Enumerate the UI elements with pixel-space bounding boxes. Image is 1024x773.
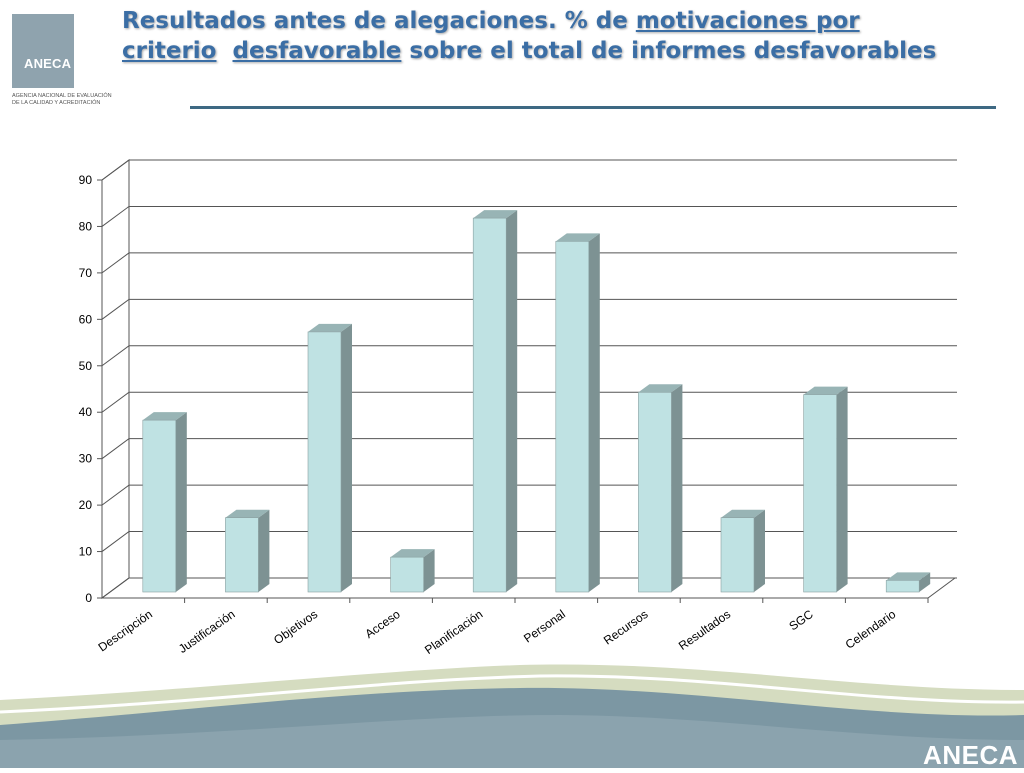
y-axis: 0 10 20 30 40 50 60 70 80 90 — [79, 173, 103, 605]
bar-6 — [555, 233, 600, 593]
title-part-3: desfavorable — [232, 38, 402, 64]
bar-top — [390, 549, 435, 558]
page-title: Resultados antes de alegaciones. % de mo… — [122, 6, 962, 66]
x-tick-label: SGC — [786, 607, 816, 634]
bar-front — [885, 580, 920, 593]
bar-10 — [885, 572, 931, 593]
bar-1 — [142, 412, 187, 593]
y-tick-label: 60 — [79, 312, 93, 326]
bar-top — [555, 233, 600, 242]
x-tick-label: Planificación — [422, 607, 485, 657]
x-axis: Descripción Justificación Objetivos Acceso P… — [96, 597, 929, 657]
title-part-2: motivaciones por criterio — [122, 8, 860, 64]
bar-front — [390, 556, 424, 593]
y-tick-label: 70 — [79, 266, 93, 280]
bar-front — [225, 517, 259, 593]
x-tick-label: Recursos — [601, 607, 651, 648]
bar-8 — [720, 509, 765, 593]
bar-top — [721, 509, 765, 518]
bar-5 — [472, 210, 518, 593]
bar-top — [886, 572, 931, 581]
x-tick-label: Objetivos — [271, 607, 320, 647]
footer-waves — [0, 664, 1024, 768]
bar-7 — [638, 384, 683, 593]
bar-front — [555, 241, 590, 593]
bar-front — [307, 331, 342, 593]
bar-side — [588, 233, 600, 592]
left-wall — [101, 159, 130, 599]
bar-top — [638, 384, 683, 393]
bar-2 — [225, 509, 270, 593]
bar-front — [803, 394, 837, 593]
bar-side — [423, 549, 435, 592]
x-tick-label: Acceso — [362, 607, 403, 641]
bar-top — [225, 509, 270, 518]
bar-side — [175, 412, 187, 592]
x-tick-label: Personal — [521, 607, 568, 646]
bar-9 — [803, 386, 848, 593]
gridline — [101, 298, 957, 320]
x-tick-label: Celendario — [843, 607, 899, 652]
y-tick-label: 0 — [85, 591, 92, 605]
title-part-4: sobre el total de informes desfavorables — [401, 38, 937, 64]
x-tick-label: Justificación — [176, 607, 238, 656]
bar-side — [919, 572, 931, 592]
title-divider — [190, 106, 996, 109]
bar-front — [638, 391, 672, 593]
title-part-1: Resultados antes de alegaciones. % de — [122, 8, 636, 34]
y-tick-label: 50 — [79, 359, 93, 373]
bar-top — [142, 412, 187, 421]
y-tick-label: 30 — [79, 452, 93, 466]
bar-front — [142, 419, 177, 593]
bar-side — [754, 509, 765, 592]
bar-front — [720, 517, 755, 593]
bar-side — [671, 384, 683, 592]
wave-base — [0, 715, 1024, 768]
y-tick-label: 80 — [79, 219, 93, 233]
x-tick-label: Descripción — [96, 607, 155, 654]
bar-3 — [307, 323, 352, 593]
bar-4 — [390, 549, 435, 593]
bar-side — [258, 509, 270, 592]
gridline — [101, 345, 957, 367]
y-tick-label: 10 — [79, 545, 93, 559]
bar-top — [803, 386, 848, 395]
gridline — [101, 205, 957, 227]
bar-side — [836, 386, 848, 592]
bar-side — [341, 323, 352, 592]
bar-side — [506, 210, 518, 592]
y-tick-label: 90 — [79, 173, 93, 187]
logo-text: ANECA — [24, 56, 72, 71]
bar-top — [308, 323, 352, 332]
bar-front — [472, 217, 507, 593]
x-tick-label: Resultados — [676, 607, 733, 653]
gridline — [101, 252, 957, 274]
y-tick-label: 20 — [79, 498, 93, 512]
chart-bars — [142, 210, 931, 593]
aneca-logo: ANECA — [12, 14, 74, 88]
gridline — [101, 159, 957, 181]
bar-top — [473, 210, 518, 219]
wave-highlight — [0, 674, 1024, 714]
logo-subtitle: Agencia Nacional de Evaluación de la Cal… — [12, 93, 112, 106]
footer-brand-logo: ANECA — [923, 740, 1018, 770]
y-tick-label: 40 — [79, 405, 93, 419]
